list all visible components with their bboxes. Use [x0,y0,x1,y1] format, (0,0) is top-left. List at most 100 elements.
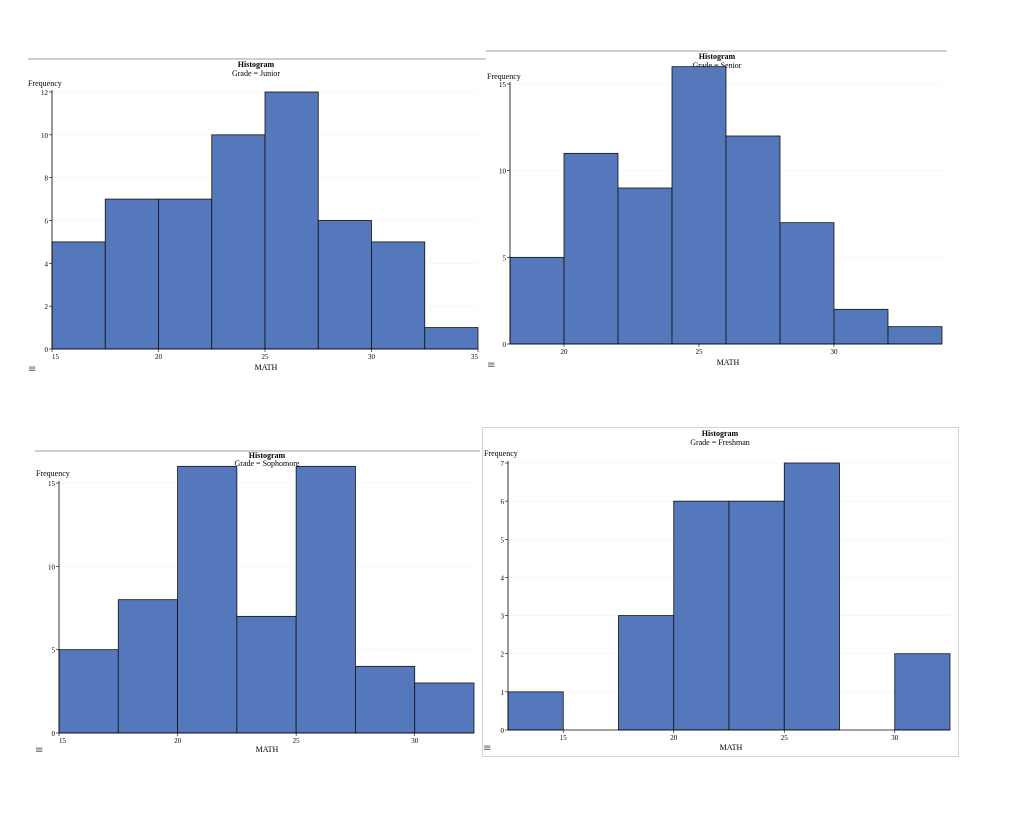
panel-top-border [486,50,947,52]
y-tick-label: 4 [501,574,505,582]
histogram-bar [671,66,727,345]
x-tick-label: 20 [155,353,163,361]
hamburger-menu-icon[interactable]: ≡ [487,360,496,371]
histogram-bar [509,256,565,345]
x-tick-label: 30 [891,734,899,742]
histogram-bar [317,220,372,350]
histogram-plot: 0 5 10 15 20 25 30 [499,66,943,356]
y-tick-label: 2 [45,303,49,311]
histogram-bar [728,500,785,731]
x-tick-label: 15 [560,734,568,742]
y-tick-label: 6 [501,498,505,506]
histogram-bar [371,241,426,350]
histogram-bar [673,500,730,731]
y-tick-label: 0 [52,730,56,738]
y-axis-label: Frequency [487,72,521,81]
histogram-bar [725,135,781,345]
y-tick-label: 4 [45,260,49,268]
y-tick-label: 0 [501,727,505,735]
x-tick-label: 30 [411,737,419,745]
y-tick-label: 8 [45,175,49,183]
y-axis-label: Frequency [484,449,518,458]
chart-title: Histogram [698,52,736,61]
histogram-bar [211,134,266,350]
chart-subtitle: Grade = Senior [692,61,742,70]
x-tick-label: 30 [368,353,376,361]
histogram-bar [783,462,840,731]
y-tick-label: 5 [501,536,505,544]
hamburger-menu-icon[interactable]: ≡ [483,743,492,754]
histogram-bar [51,241,106,350]
histogram-bar [117,599,178,734]
y-axis-label: Frequency [28,79,62,88]
chart-title: Histogram [701,429,739,438]
x-tick-label: 15 [52,353,60,361]
x-axis-label: MATH [716,358,740,367]
histogram-bar [414,682,475,734]
panel-top-border [28,58,486,60]
y-tick-label: 15 [48,480,56,488]
x-axis-label: MATH [719,743,743,752]
y-tick-label: 0 [45,346,49,354]
histogram-bar [295,465,356,734]
x-tick-label: 20 [561,348,569,356]
histogram-bar [618,615,675,731]
x-tick-label: 15 [59,737,67,745]
y-tick-label: 2 [501,651,505,659]
y-tick-label: 0 [503,341,507,349]
chart-subtitle: Grade = Junior [231,69,281,78]
histogram-panel-sophomore: Histogram Grade = Sophomore Frequency 0 5… [35,450,480,762]
histogram-bar [58,649,119,734]
histogram-bar [507,691,564,731]
y-tick-label: 5 [503,254,507,262]
y-tick-label: 7 [501,460,505,468]
y-tick-label: 10 [499,168,507,176]
histogram-bar [177,465,238,734]
histogram-bar [894,653,951,731]
x-tick-label: 20 [670,734,678,742]
chart-subtitle: Grade = Freshman [690,438,750,447]
histogram-bar [563,152,619,345]
panel-frame [482,427,959,757]
x-axis-label: MATH [254,363,278,372]
y-tick-label: 1 [501,689,505,697]
x-axis-label: MATH [255,745,279,754]
y-tick-label: 12 [41,89,49,97]
histogram-plot: 0 1 2 3 4 5 6 7 15 20 25 30 [501,460,951,742]
hamburger-menu-icon[interactable]: ≡ [35,745,44,756]
y-tick-label: 5 [52,647,56,655]
y-tick-label: 3 [501,613,505,621]
histogram-bar [158,198,213,350]
x-tick-label: 25 [262,353,270,361]
x-tick-label: 25 [696,348,704,356]
panel-top-border [35,450,480,452]
hamburger-menu-icon[interactable]: ≡ [28,364,37,375]
histogram-panel-junior: Histogram Grade = Junior Frequency 0 2 4 6 8… [28,58,488,378]
histogram-bar [236,615,297,734]
histogram-bar [833,308,889,345]
y-tick-label: 6 [45,218,49,226]
histogram-bar [104,198,159,350]
x-tick-label: 25 [293,737,301,745]
y-tick-label: 10 [48,563,56,571]
histogram-bar [887,326,943,345]
x-tick-label: 20 [174,737,182,745]
histogram-plot: 0 5 10 15 15 20 25 30 [48,465,475,745]
y-tick-label: 10 [41,132,49,140]
histogram-bar [424,327,479,350]
histogram-plot: 0 2 4 6 8 10 12 15 20 25 30 35 [41,89,479,361]
y-tick-label: 15 [499,81,507,89]
chart-title: Histogram [248,451,286,460]
x-tick-label: 30 [831,348,839,356]
x-tick-label: 35 [471,353,479,361]
histogram-bar [617,187,673,345]
histogram-bar [779,222,835,345]
y-axis-label: Frequency [36,469,70,478]
histogram-panel-senior: Histogram Grade = Senior Frequency 0 5 10 1… [486,50,948,372]
chart-title: Histogram [237,60,275,69]
chart-subtitle: Grade = Sophomore [234,459,300,468]
x-tick-label: 25 [781,734,789,742]
histogram-bar [264,91,319,350]
histogram-panel-freshman: Histogram Grade = Freshman Frequency 0 1 2… [482,427,960,757]
histogram-bar [355,665,416,734]
